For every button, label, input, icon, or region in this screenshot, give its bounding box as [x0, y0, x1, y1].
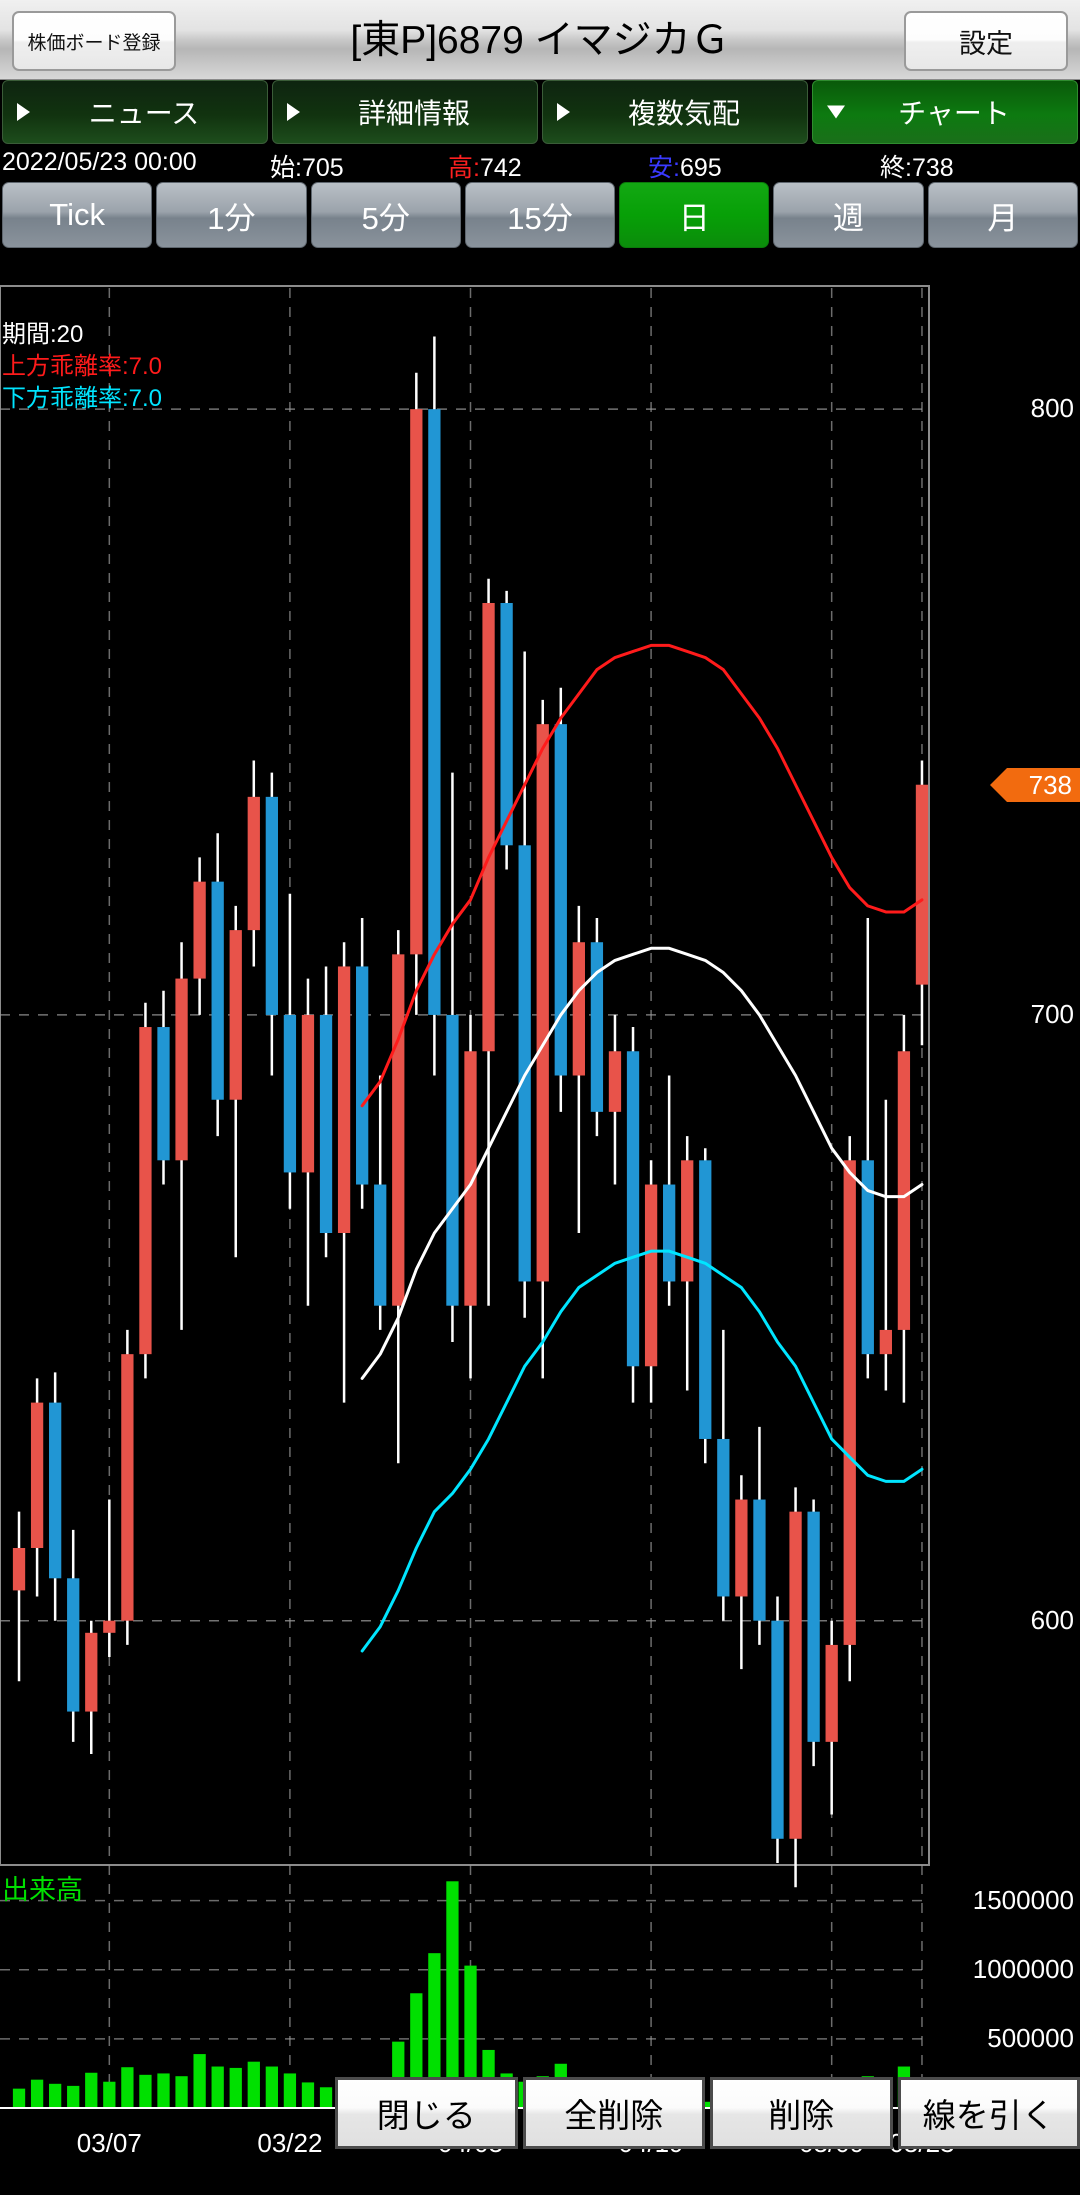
- timeframe-weekly[interactable]: 週: [773, 182, 924, 248]
- price-axis-tick-700: 700: [1030, 998, 1074, 1029]
- ohlc-datetime: 2022/05/23 00:00: [2, 148, 197, 176]
- ohlc-low-label: 安:: [648, 154, 680, 182]
- delete-button[interactable]: 削除: [710, 2077, 893, 2149]
- tab-multi-quote-label: 複数気配: [627, 98, 740, 129]
- price-axis-tick-800: 800: [1030, 393, 1074, 424]
- volume-axis-tick-500000: 500000: [987, 2022, 1074, 2053]
- nav-tab-bar: ニュース 詳細情報 複数気配 チャート: [0, 80, 1080, 148]
- current-price-tag: 738: [989, 767, 1080, 802]
- timeframe-15min[interactable]: 15分: [464, 182, 616, 248]
- ohlc-open-label: 始:: [270, 154, 302, 182]
- delete-all-button[interactable]: 全削除: [522, 2077, 705, 2149]
- draw-line-button[interactable]: 線を引く: [897, 2077, 1080, 2149]
- ohlc-high-label: 高:: [448, 154, 480, 182]
- ohlc-close: 終:738: [880, 148, 954, 184]
- ohlc-low-value: 695: [679, 154, 722, 182]
- tab-news[interactable]: ニュース: [2, 80, 268, 144]
- ohlc-high-value: 742: [479, 154, 522, 182]
- caret-right-icon: [287, 103, 300, 121]
- timeframe-1min[interactable]: 1分: [156, 182, 307, 248]
- timeframe-monthly[interactable]: 月: [927, 182, 1078, 248]
- ohlc-summary-row: 2022/05/23 00:00 始:705 高:742 安:695 終:738: [0, 148, 1080, 182]
- caret-right-icon: [557, 103, 570, 121]
- tab-chart[interactable]: チャート: [812, 80, 1078, 144]
- settings-button[interactable]: 設定: [904, 11, 1068, 71]
- volume-legend-label: 出来高: [2, 1875, 83, 1905]
- tab-details-label: 詳細情報: [357, 98, 470, 129]
- timeframe-5min[interactable]: 5分: [310, 182, 461, 248]
- ohlc-close-value: 738: [911, 154, 954, 182]
- indicator-upper-deviation-label: 上方乖離率:7.0: [2, 353, 163, 380]
- chart-canvas[interactable]: 期間:20 上方乖離率:7.0 下方乖離率:7.0 出来高 800 700 60…: [0, 248, 1080, 2158]
- tab-multi-quote[interactable]: 複数気配: [542, 80, 808, 144]
- ohlc-low: 安:695: [648, 148, 722, 184]
- tab-details[interactable]: 詳細情報: [272, 80, 538, 144]
- page-title: [東P]6879 イマジカＧ: [350, 19, 730, 62]
- indicator-lower-deviation-label: 下方乖離率:7.0: [2, 385, 163, 412]
- caret-right-icon: [17, 103, 30, 121]
- ohlc-high: 高:742: [448, 148, 522, 184]
- timeframe-tick[interactable]: Tick: [2, 182, 153, 248]
- ohlc-open: 始:705: [270, 148, 344, 184]
- caret-down-icon: [827, 105, 845, 119]
- indicator-period-label: 期間:20: [2, 321, 84, 348]
- title-bar: 株価ボード登録 [東P]6879 イマジカＧ 設定: [0, 0, 1080, 80]
- ohlc-open-value: 705: [301, 154, 344, 182]
- volume-axis-tick-1000000: 1000000: [972, 1953, 1074, 1984]
- drawing-toolbar: 閉じる 全削除 削除 線を引く: [335, 2077, 1080, 2149]
- price-axis-tick-600: 600: [1030, 1604, 1074, 1635]
- tab-news-label: ニュース: [88, 98, 200, 129]
- x-axis-tick-1: 03/22: [257, 2128, 323, 2158]
- volume-axis-tick-1500000: 1500000: [972, 1884, 1074, 1915]
- register-stock-board-button[interactable]: 株価ボード登録: [12, 11, 176, 71]
- timeframe-daily[interactable]: 日: [619, 182, 770, 248]
- tab-chart-label: チャート: [898, 98, 1010, 129]
- candlestick-chart-svg: [0, 285, 930, 2109]
- ohlc-close-label: 終:: [880, 154, 912, 182]
- close-button[interactable]: 閉じる: [335, 2077, 518, 2149]
- timeframe-bar: Tick 1分 5分 15分 日 週 月: [0, 182, 1080, 248]
- x-axis-tick-0: 03/07: [76, 2128, 142, 2158]
